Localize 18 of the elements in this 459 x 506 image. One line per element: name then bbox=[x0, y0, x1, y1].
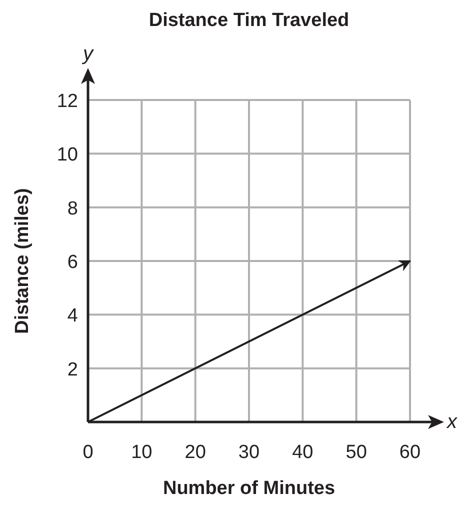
x-tick-label: 60 bbox=[399, 442, 421, 463]
x-tick-label: 10 bbox=[131, 442, 152, 463]
y-tick-label: 2 bbox=[67, 359, 78, 380]
x-tick-label: 0 bbox=[82, 442, 94, 463]
y-tick-label: 6 bbox=[67, 252, 78, 273]
x-tick-label: 40 bbox=[292, 442, 314, 463]
x-tick-label: 50 bbox=[346, 442, 367, 463]
text: x bbox=[446, 411, 458, 433]
y-tick-label: 10 bbox=[56, 144, 78, 166]
text: y bbox=[81, 43, 94, 65]
y-tick-label: 8 bbox=[67, 198, 78, 220]
y-axis-title: Distance (miles) bbox=[12, 188, 33, 334]
x-tick-label: 20 bbox=[184, 442, 206, 463]
y-tick-label: 12 bbox=[56, 91, 78, 112]
x-axis-title: Number of Minutes bbox=[162, 478, 336, 499]
x-tick-label: 30 bbox=[238, 442, 260, 463]
y-tick-label: 4 bbox=[67, 306, 78, 327]
chart-title: Distance Tim Traveled bbox=[148, 10, 350, 31]
